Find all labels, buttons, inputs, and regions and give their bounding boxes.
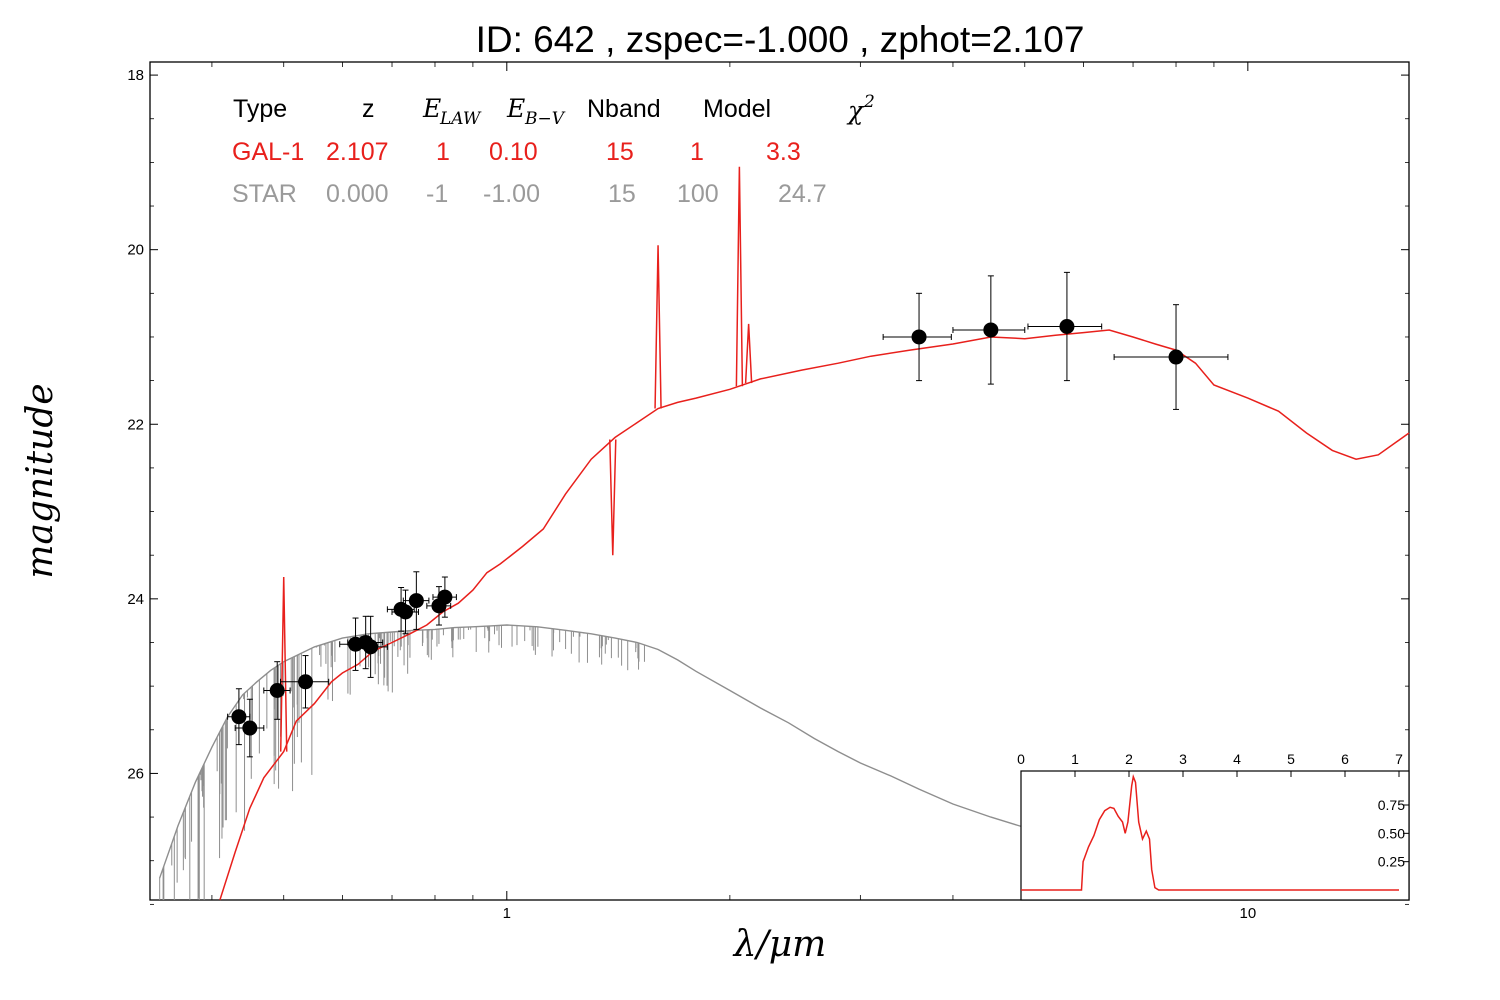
chart-title: ID: 642 , zspec=-1.000 , zphot=2.107 xyxy=(476,19,1085,60)
y-tick-label: 24 xyxy=(127,591,144,608)
inset-x-tick-label: 6 xyxy=(1341,751,1349,767)
main-plot-frame xyxy=(149,61,1410,901)
table-cell: 0.10 xyxy=(489,138,538,166)
data-point xyxy=(231,709,247,725)
inset-x-tick-label: 3 xyxy=(1179,751,1187,767)
emission-line xyxy=(735,166,744,387)
emission-line xyxy=(279,577,288,752)
svg-text:2: 2 xyxy=(863,92,875,112)
table-header-ebv: E B−V xyxy=(506,94,566,129)
table-header-z: z xyxy=(362,95,375,123)
y-tick-label: 26 xyxy=(127,765,144,782)
table-cell: -1 xyxy=(426,180,448,208)
table-cell: -1.00 xyxy=(483,180,540,208)
table-row-star: STAR 0.000 -1 -1.00 15 100 24.7 xyxy=(232,180,827,208)
table-header-nband: Nband xyxy=(587,95,661,123)
data-point xyxy=(1059,318,1075,334)
svg-text:E: E xyxy=(422,94,441,123)
inset-x-tick-label: 2 xyxy=(1125,751,1133,767)
inset-x-tick-label: 4 xyxy=(1233,751,1241,767)
table-header-elaw: E LAW xyxy=(422,94,482,129)
inset-y-tick-label: 0.25 xyxy=(1378,854,1405,870)
emission-line xyxy=(609,439,617,556)
table-cell: 15 xyxy=(608,180,636,208)
inset-pdz-line xyxy=(1021,773,1399,891)
y-tick-label: 18 xyxy=(127,67,144,84)
inset-x-tick-label: 1 xyxy=(1071,751,1079,767)
data-point xyxy=(297,674,313,690)
data-point xyxy=(363,639,379,655)
fit-table: Type z E LAW E B−V Nband Model χ 2 GAL-1… xyxy=(232,92,875,208)
x-axis-label: λ/μm xyxy=(732,924,826,965)
inset-y-tick-label: 0.50 xyxy=(1378,825,1405,841)
emission-line xyxy=(654,245,662,409)
y-tick-label: 20 xyxy=(127,242,144,259)
table-cell: 2.107 xyxy=(326,138,389,166)
x-tick-label: 1 xyxy=(503,905,511,922)
table-header-chi2: χ 2 xyxy=(846,92,875,125)
inset-x-tick-label: 5 xyxy=(1287,751,1295,767)
data-point xyxy=(437,589,453,605)
table-row-galaxy: GAL-1 2.107 1 0.10 15 1 3.3 xyxy=(232,138,801,166)
inset-axis-ticks: 0 1 2 3 4 5 6 7 0.25 0.50 0.75 xyxy=(1017,751,1409,870)
data-point xyxy=(983,322,999,338)
table-cell: 0.000 xyxy=(326,180,389,208)
photometry-points xyxy=(227,271,1229,758)
emission-line xyxy=(744,323,753,384)
data-point xyxy=(408,593,424,609)
y-axis-label: magnitude xyxy=(20,383,61,578)
table-cell: 3.3 xyxy=(766,138,801,166)
y-tick-label: 22 xyxy=(127,416,144,433)
table-header-model: Model xyxy=(703,95,771,123)
table-cell: 15 xyxy=(606,138,634,166)
inset-y-tick-label: 0.75 xyxy=(1378,797,1405,813)
inset-x-tick-label: 0 xyxy=(1017,751,1025,767)
data-point xyxy=(1168,349,1184,365)
table-header-type: Type xyxy=(233,95,287,123)
table-cell: GAL-1 xyxy=(232,138,304,166)
data-point xyxy=(269,683,285,698)
svg-text:E: E xyxy=(506,94,525,123)
svg-text:LAW: LAW xyxy=(439,109,482,129)
table-cell: 1 xyxy=(690,138,704,166)
data-point xyxy=(911,329,927,345)
table-cell: 1 xyxy=(436,138,450,166)
svg-text:B−V: B−V xyxy=(524,109,566,129)
table-cell: 100 xyxy=(677,180,719,208)
svg-text:χ: χ xyxy=(846,96,865,125)
inset-pdz-series xyxy=(1021,773,1399,891)
x-tick-label: 10 xyxy=(1239,905,1256,922)
data-point xyxy=(242,720,258,736)
table-cell: STAR xyxy=(232,180,297,208)
table-cell: 24.7 xyxy=(778,180,827,208)
inset-x-tick-label: 7 xyxy=(1395,751,1403,767)
data-point xyxy=(398,604,414,620)
inset-plot-frame xyxy=(1020,770,1410,901)
